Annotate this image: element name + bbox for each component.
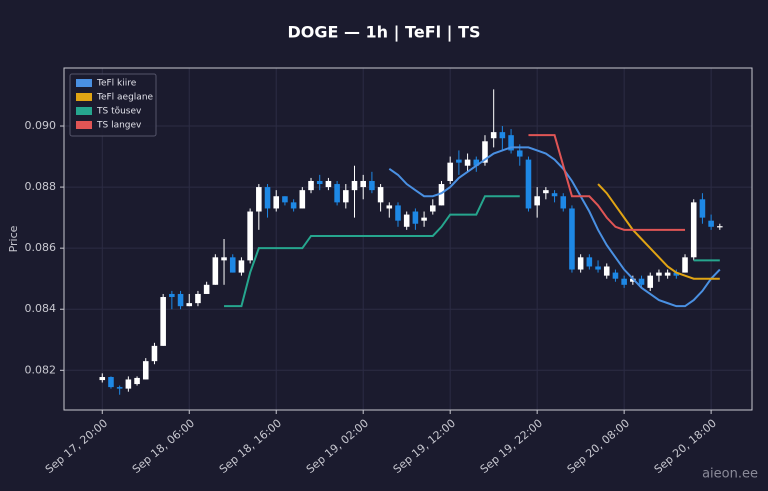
candle-body: [525, 159, 532, 209]
candle-body: [134, 377, 140, 385]
candle-body: [247, 211, 253, 261]
candle-body: [708, 220, 714, 227]
candle-body: [316, 180, 323, 185]
candle-body: [603, 266, 610, 276]
candle-body: [516, 150, 523, 157]
legend-swatch: [76, 79, 92, 87]
candle-body: [221, 257, 227, 261]
candle-body: [412, 211, 419, 224]
legend-label: TS tõusev: [96, 107, 142, 117]
indicator-line: [528, 134, 686, 231]
candle-body: [151, 345, 158, 362]
legend-label: TeFl aeglane: [96, 93, 154, 103]
candle-body: [595, 266, 601, 270]
candle-body: [256, 187, 262, 212]
candle-body: [99, 377, 106, 381]
candle-body: [447, 162, 453, 181]
chart-title: DOGE — 1h | TeFl | TS: [287, 23, 480, 43]
candle-body: [343, 190, 349, 203]
y-tick-label: 0.084: [25, 302, 57, 315]
candle-body: [369, 180, 375, 191]
legend-box: [69, 73, 157, 137]
candle-body: [560, 196, 567, 209]
candle-body: [160, 297, 166, 346]
candle-body: [682, 257, 688, 273]
candle-body: [308, 180, 314, 191]
candle-body: [647, 275, 654, 288]
candle-body: [229, 257, 236, 273]
legend-label: TeFl kiire: [96, 79, 137, 89]
y-tick-label: 0.086: [25, 241, 57, 254]
candle-body: [195, 293, 201, 304]
candle-body: [403, 214, 410, 227]
candle-body: [543, 190, 549, 194]
candle-body: [621, 278, 627, 285]
y-tick-label: 0.082: [25, 363, 57, 376]
legend-swatch: [76, 107, 92, 115]
candle-body: [586, 257, 593, 267]
y-tick-label: 0.090: [25, 119, 57, 132]
legend-swatch: [76, 93, 92, 101]
candle-body: [116, 387, 123, 389]
candle-body: [395, 205, 401, 221]
candle-body: [699, 199, 706, 218]
candle-body: [482, 141, 488, 163]
candle-body: [473, 159, 480, 166]
candle-body: [325, 180, 332, 188]
candle-body: [638, 278, 645, 285]
legend: TeFl kiire TeFl aeglane TS tõusev TS langev: [69, 73, 157, 137]
candle-body: [534, 196, 540, 206]
candle-body: [612, 272, 619, 279]
candle-body: [212, 257, 219, 285]
candle-body: [656, 272, 662, 276]
candle-body: [351, 180, 358, 191]
candle-body: [490, 132, 497, 139]
candle-body: [690, 202, 697, 258]
plot-frame: [63, 67, 753, 411]
candle-body: [290, 202, 297, 209]
candle-body: [438, 184, 445, 206]
candle-body: [577, 257, 584, 270]
candle-body: [125, 379, 132, 389]
candle-body: [386, 205, 393, 209]
candle-body: [421, 217, 427, 221]
indicator-line: [224, 195, 520, 308]
candle-body: [142, 361, 149, 380]
candle-body: [499, 132, 506, 139]
candle-body: [464, 159, 471, 166]
candle-body: [360, 180, 366, 188]
candle-body: [238, 260, 245, 273]
candle-body: [273, 196, 280, 209]
candle-body: [430, 205, 436, 212]
candle-body: [551, 193, 558, 197]
indicator-line: [597, 183, 720, 280]
candle-body: [264, 187, 271, 209]
candle-body: [377, 187, 384, 203]
legend-swatch: [76, 121, 92, 129]
candle-body: [664, 272, 671, 276]
y-axis-label: Price: [7, 225, 20, 252]
y-tick-label: 0.088: [25, 180, 57, 193]
candle-body: [282, 196, 288, 203]
legend-label: TS langev: [96, 121, 142, 131]
candle-body: [334, 184, 340, 203]
watermark: aieon.ee: [702, 467, 758, 482]
candle-body: [299, 190, 306, 209]
candle-body: [508, 135, 514, 151]
candle-body: [569, 208, 575, 270]
indicator-line: [388, 146, 721, 308]
candle-body: [203, 284, 210, 294]
candle-body: [108, 377, 114, 388]
candle-body: [169, 293, 175, 298]
candle-body: [186, 303, 193, 307]
candle-body: [630, 278, 636, 282]
candle-body: [177, 293, 184, 307]
candle-body: [673, 272, 680, 276]
candle-body: [717, 226, 723, 228]
candle-body: [456, 159, 462, 163]
